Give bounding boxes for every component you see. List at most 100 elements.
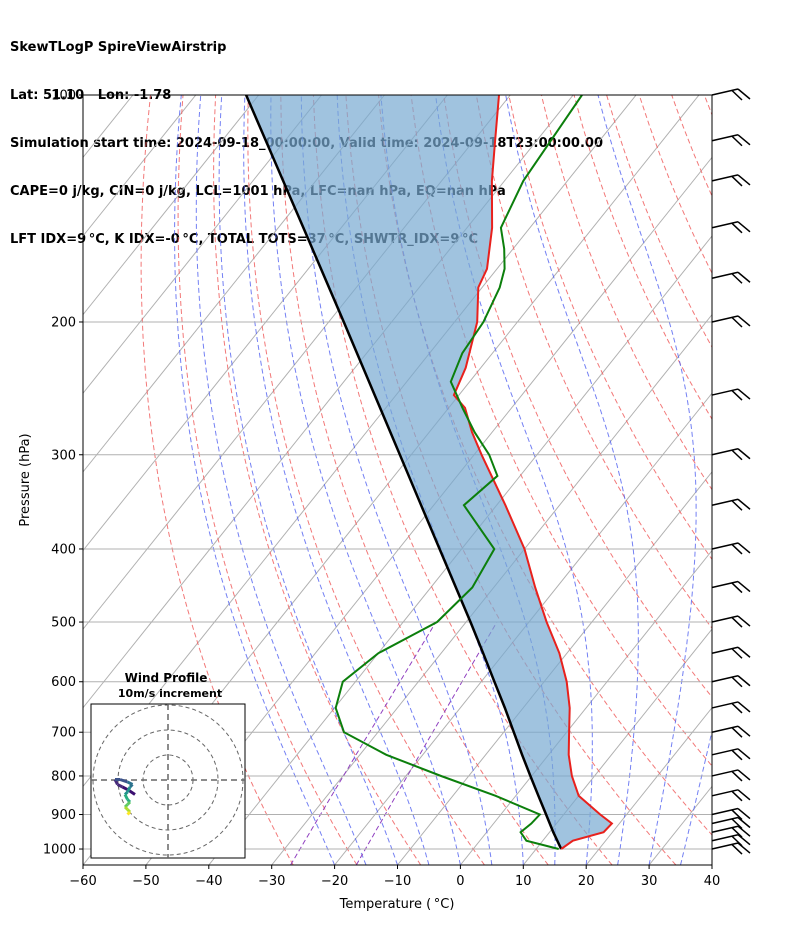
wind-barb — [711, 769, 751, 782]
y-tick-label: 800 — [51, 769, 76, 784]
moist-adiabat-line — [711, 862, 712, 865]
dry-adiabat-line — [737, 95, 794, 865]
dry-adiabat-line — [213, 95, 422, 865]
hodograph-segment — [126, 808, 132, 814]
moist-adiabat-line — [505, 95, 639, 865]
dry-adiabat-line — [475, 95, 712, 630]
hodograph-segment — [123, 803, 129, 809]
wind-barb — [711, 580, 751, 594]
wind-barb — [711, 789, 751, 802]
mixing-ratio-lines — [290, 621, 498, 865]
dry-adiabat-line — [177, 95, 358, 865]
dry-adiabat-line — [280, 95, 549, 865]
x-tick-label: −30 — [258, 874, 285, 889]
y-tick-label: 300 — [51, 448, 76, 463]
isotherm-line — [648, 785, 712, 865]
isotherm-line — [585, 706, 712, 865]
wind-barb — [711, 221, 751, 234]
y-tick-label: 700 — [51, 726, 76, 741]
y-tick-label: 100 — [51, 89, 76, 104]
profile-lines — [244, 95, 614, 850]
moist-adiabat-line — [174, 95, 336, 865]
wind-barb — [711, 748, 751, 761]
y-axis-label: Pressure (hPa) — [18, 433, 33, 526]
wind-barb — [711, 174, 751, 187]
moist-adiabat-line — [270, 95, 461, 865]
x-tick-label: −50 — [132, 874, 159, 889]
moist-adiabat-line — [195, 95, 367, 865]
dry-adiabat-line — [638, 95, 712, 275]
dry-adiabat-line — [703, 95, 712, 117]
isotherm-line — [83, 95, 322, 395]
cin-shading — [246, 95, 612, 849]
wind-barbs — [711, 88, 751, 855]
isotherm-line — [522, 628, 712, 865]
hodograph-segment — [116, 783, 124, 789]
moist-adiabat-line — [218, 95, 398, 865]
isotherm-line — [83, 95, 385, 473]
x-tick-label: −10 — [384, 874, 411, 889]
hodograph-segment — [123, 805, 129, 811]
y-tick-label: 1000 — [43, 843, 76, 858]
wind-barb — [711, 498, 751, 511]
moist-adiabat-line — [243, 95, 430, 865]
x-tick-label: 40 — [704, 874, 721, 889]
hodograph-title: Wind Profile — [125, 671, 208, 685]
hodograph-segment — [123, 790, 129, 796]
x-tick-label: 0 — [456, 874, 464, 889]
wind-barb — [711, 807, 751, 821]
temperature-profile-line — [452, 95, 614, 850]
wind-barb — [711, 315, 751, 328]
moist-adiabat-line — [597, 95, 697, 865]
title-line-1: SkewTLogP SpireViewAirstrip — [10, 40, 227, 55]
hodograph-segment — [126, 798, 132, 804]
isotherm-line — [0, 95, 70, 865]
wind-barb — [711, 725, 751, 738]
dry-adiabat-line — [770, 95, 794, 865]
hodograph-rings — [91, 704, 245, 858]
dry-adiabat-line — [247, 95, 485, 865]
x-tick-label: −40 — [195, 874, 222, 889]
dry-adiabat-line — [573, 95, 712, 421]
hodograph-segment — [126, 800, 132, 806]
wind-barb — [711, 675, 751, 688]
wind-barb — [711, 615, 751, 628]
wind-barb — [711, 701, 751, 714]
y-tick-label: 900 — [51, 808, 76, 823]
isotherm-line — [83, 95, 260, 316]
wind-barb — [711, 448, 751, 461]
isotherm-line — [334, 392, 712, 865]
dry-adiabat-line — [140, 95, 294, 865]
x-tick-label: 20 — [578, 874, 595, 889]
hodograph-segment — [121, 785, 129, 791]
hodograph-segment — [126, 786, 132, 793]
y-tick-label: 500 — [51, 616, 76, 631]
cin-shade-area — [246, 95, 612, 849]
isotherm-line — [271, 313, 712, 865]
wind-barb — [711, 88, 751, 101]
x-tick-label: 30 — [641, 874, 658, 889]
dry-adiabat-line — [410, 95, 712, 767]
y-tick-label: 400 — [51, 542, 76, 557]
moist-adiabat-line — [680, 729, 712, 865]
mixing-ratio-line — [290, 621, 437, 865]
dry-adiabat-line — [606, 95, 712, 349]
parcel-profile-line — [244, 95, 563, 850]
pressure-gridlines — [83, 95, 712, 850]
wind-barb — [711, 646, 751, 659]
dry-adiabat-line — [540, 95, 712, 491]
dry-adiabat-line — [443, 95, 712, 698]
wind-barb — [711, 388, 751, 401]
hodograph-segment — [128, 783, 134, 789]
wind-barb — [711, 134, 751, 147]
wind-barb — [711, 816, 751, 830]
isotherm-line — [460, 549, 712, 865]
wind-barb — [711, 834, 751, 847]
x-axis-label: Temperature ( °C) — [339, 897, 455, 912]
isotherm-line — [208, 235, 712, 865]
dewpoint-profile-line — [334, 95, 583, 850]
wind-barb — [711, 825, 751, 838]
hodograph-segment — [123, 793, 129, 801]
